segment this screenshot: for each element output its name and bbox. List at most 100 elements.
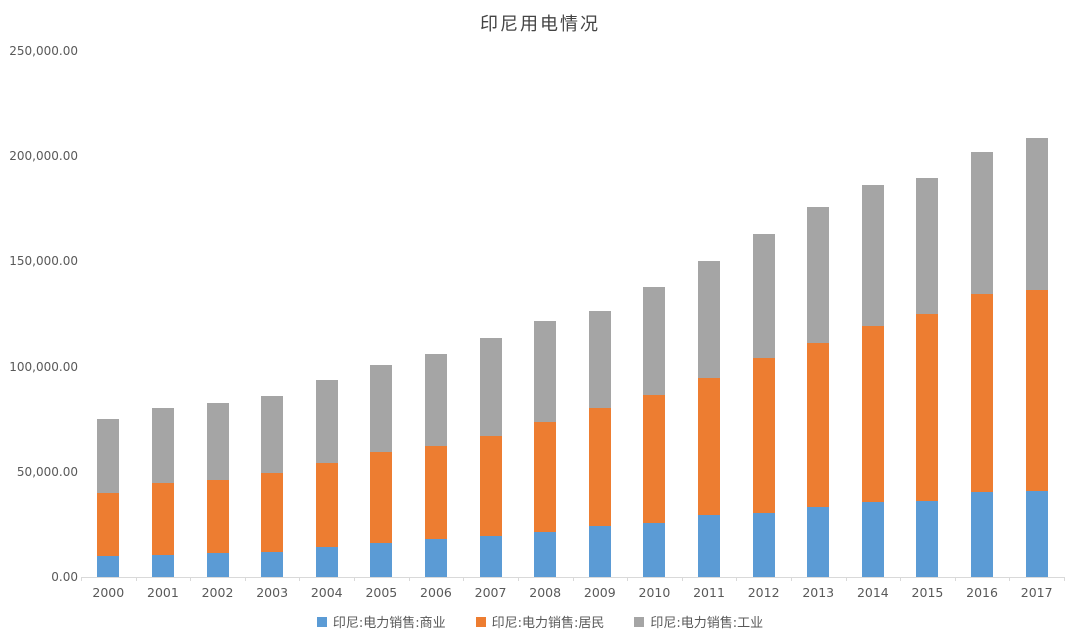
bar-segment [752, 233, 775, 359]
axis-tick [736, 577, 738, 581]
axis-tick [845, 577, 847, 581]
bar-segment [971, 294, 994, 492]
bar-segment [206, 480, 229, 554]
bar-segment [861, 502, 884, 577]
legend-item: 印尼:电力销售:工业 [634, 612, 763, 631]
legend-swatch-icon [316, 616, 327, 627]
legend-item: 印尼:电力销售:居民 [475, 612, 605, 631]
bar-segment [479, 337, 502, 437]
bar-segment [1025, 490, 1048, 577]
bar-segment [151, 408, 174, 484]
legend-swatch-icon [634, 616, 645, 627]
plot-area [81, 51, 1064, 577]
axis-tick [681, 577, 683, 581]
x-tick-label: 2005 [365, 585, 398, 600]
bar-segment [1025, 138, 1048, 291]
y-tick-label: 50,000.00 [16, 464, 78, 479]
y-tick-label: 0.00 [51, 570, 78, 584]
x-tick-label: 2012 [747, 585, 780, 600]
bar-segment [643, 286, 666, 395]
bar-segment [97, 418, 120, 493]
bar-segment [916, 314, 939, 501]
x-tick-label: 2002 [201, 585, 234, 600]
bar-segment [588, 525, 611, 577]
bar-segment [1025, 290, 1048, 491]
bar-segment [97, 555, 120, 577]
legend-label: 印尼:电力销售:工业 [650, 616, 764, 631]
x-tick-label: 2007 [474, 585, 507, 600]
axis-tick [1064, 577, 1065, 581]
bar-segment [315, 463, 338, 548]
bar-segment [861, 185, 884, 327]
bar-segment [861, 326, 884, 503]
axis-tick [900, 577, 902, 581]
axis-tick [790, 577, 792, 581]
bar-segment [971, 491, 994, 577]
axis-tick [244, 577, 246, 581]
x-axis-labels: 2000 2001 2002 2003 2004 2005 2006 2007 2008 2009… [81, 585, 1064, 601]
axis-tick [954, 577, 956, 581]
bar-segment [698, 514, 721, 577]
y-tick-label: 100,000.00 [9, 359, 78, 374]
axis-tick [299, 577, 301, 581]
x-tick-label: 2014 [856, 585, 889, 600]
axis-tick [135, 577, 137, 581]
axis-tick [627, 577, 629, 581]
bar-segment [261, 396, 284, 474]
bar-segment [315, 379, 338, 464]
x-tick-label: 2016 [966, 585, 998, 600]
axis-tick [572, 577, 574, 581]
bar-segment [151, 555, 174, 577]
bar-segment [698, 261, 721, 378]
bar-segment [752, 358, 775, 513]
bar-segment [206, 553, 229, 577]
bar-segment [261, 473, 284, 552]
x-tick-label: 2013 [802, 585, 835, 600]
x-tick-label: 2015 [911, 585, 944, 600]
bar-segment [534, 321, 557, 423]
bar-segment [206, 403, 229, 481]
legend-label: 印尼:电力销售:商业 [332, 616, 446, 631]
axis-tick [517, 577, 519, 581]
bar-segment [916, 500, 939, 577]
bar-segment [916, 178, 939, 315]
bar-segment [807, 506, 830, 577]
bar-segment [424, 539, 447, 577]
bar-segment [588, 408, 611, 526]
legend-swatch-icon [475, 616, 486, 627]
bar-segment [479, 436, 502, 536]
bar-segment [807, 206, 830, 343]
x-tick-label: 2004 [310, 585, 343, 600]
axis-tick [190, 577, 192, 581]
y-tick-label: 250,000.00 [9, 44, 78, 58]
x-tick-label: 2010 [638, 585, 671, 600]
bar-segment [370, 365, 393, 453]
x-tick-label: 2000 [92, 585, 125, 600]
bar-segment [151, 483, 174, 556]
x-tick-label: 2008 [529, 585, 562, 600]
axis-tick [1009, 577, 1011, 581]
bar-segment [807, 342, 830, 507]
bar-segment [588, 311, 611, 409]
bar-segment [97, 492, 120, 556]
bar-segment [971, 152, 994, 295]
axis-tick [408, 577, 410, 581]
bar-segment [315, 547, 338, 577]
x-tick-label: 2017 [1020, 585, 1053, 600]
x-tick-label: 2003 [256, 585, 289, 600]
bar-segment [424, 446, 447, 540]
legend-label: 印尼:电力销售:居民 [491, 616, 605, 631]
y-tick-label: 150,000.00 [9, 254, 78, 269]
bar-segment [370, 452, 393, 544]
x-tick-label: 2006 [420, 585, 452, 600]
bar-segment [698, 377, 721, 515]
axis-tick [81, 577, 82, 581]
axis-tick [463, 577, 465, 581]
chart-title: 印尼用电情况 [480, 14, 600, 35]
bar-segment [534, 422, 557, 532]
x-tick-label: 2011 [693, 585, 725, 600]
axis-tick [354, 577, 356, 581]
bar-segment [370, 543, 393, 577]
bar-segment [261, 551, 284, 577]
